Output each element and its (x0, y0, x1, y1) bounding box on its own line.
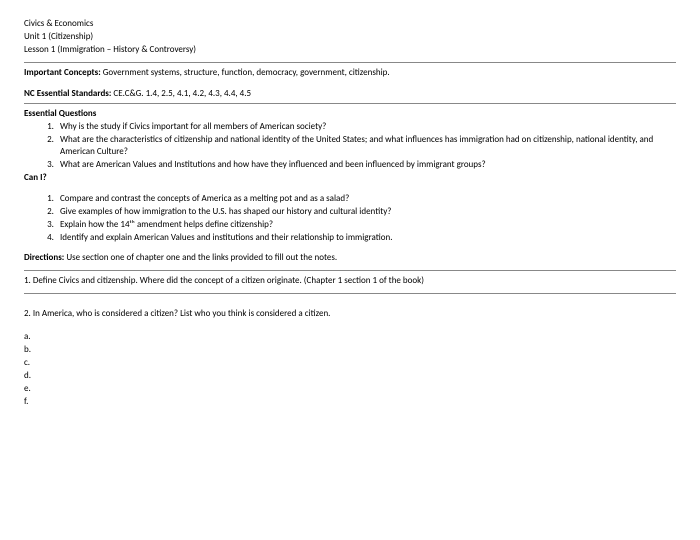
list-item: Identify and explain American Values and… (56, 232, 676, 244)
question-2: 2. In America, who is considered a citiz… (24, 308, 676, 320)
divider (24, 270, 676, 271)
letter-item: f. (24, 396, 676, 408)
important-concepts: Important Concepts: Government systems, … (24, 67, 676, 79)
cani-label: Can I? (24, 172, 676, 184)
divider (24, 62, 676, 63)
standards-row: NC Essential Standards: CE.C&G. 1.4, 2.5… (24, 88, 676, 100)
eq-list: Why is the study if Civics important for… (24, 121, 676, 172)
standards-text: CE.C&G. 1.4, 2.5, 4.1, 4.2, 4.3, 4.4, 4.… (111, 88, 251, 99)
concepts-text: Government systems, structure, function,… (101, 67, 390, 78)
list-item: Why is the study if Civics important for… (56, 121, 676, 133)
question-1: 1. Define Civics and citizenship. Where … (24, 275, 676, 287)
letter-item: a. (24, 331, 676, 343)
letter-item: e. (24, 383, 676, 395)
divider (24, 103, 676, 104)
directions-label: Directions: (24, 252, 64, 263)
course-title: Civics & Economics (24, 18, 676, 30)
cani-list: Compare and contrast the concepts of Ame… (24, 193, 676, 245)
unit-title: Unit 1 (Citizenship) (24, 31, 676, 43)
list-item: What are American Values and Institution… (56, 159, 676, 171)
list-item: What are the characteristics of citizens… (56, 134, 676, 158)
divider (24, 293, 676, 294)
letter-item: b. (24, 344, 676, 356)
list-item: Explain how the 14ᵗʰ amendment helps def… (56, 219, 676, 231)
standards-label: NC Essential Standards: (24, 88, 111, 99)
list-item: Compare and contrast the concepts of Ame… (56, 193, 676, 205)
doc-header: Civics & Economics Unit 1 (Citizenship) … (24, 18, 676, 56)
list-item: Give examples of how immigration to the … (56, 206, 676, 218)
letter-item: c. (24, 357, 676, 369)
directions-text: Use section one of chapter one and the l… (64, 252, 337, 263)
eq-label: Essential Questions (24, 108, 676, 120)
concepts-label: Important Concepts: (24, 67, 101, 78)
lesson-title: Lesson 1 (Immigration – History & Contro… (24, 44, 676, 56)
directions-row: Directions: Use section one of chapter o… (24, 252, 676, 264)
answer-letters: a. b. c. d. e. f. (24, 331, 676, 409)
letter-item: d. (24, 370, 676, 382)
